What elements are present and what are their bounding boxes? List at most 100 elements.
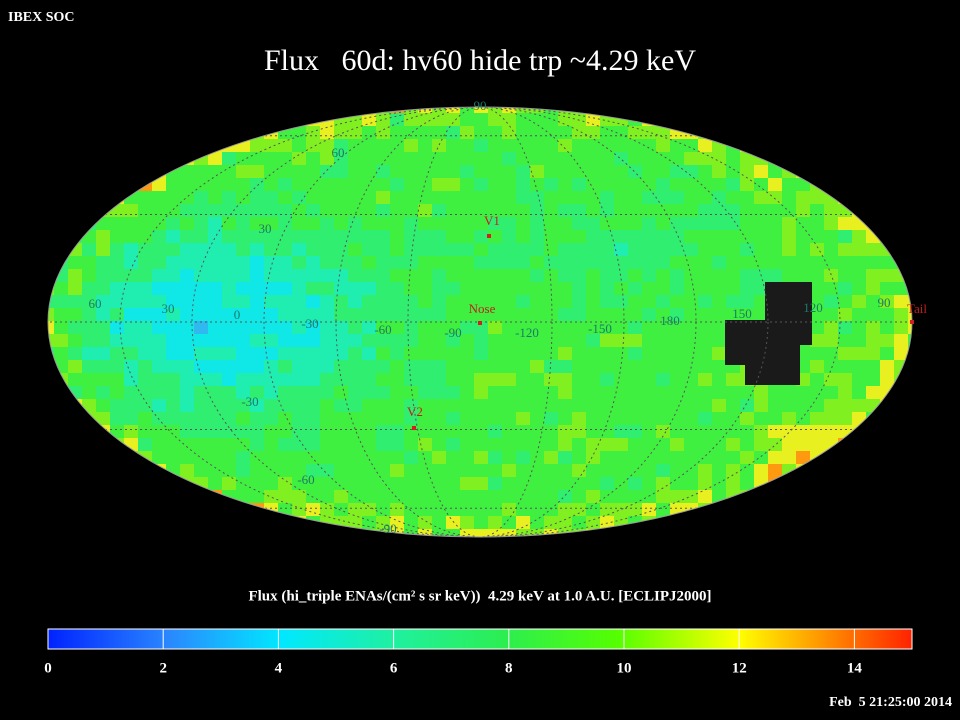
sky-pixel <box>614 152 628 165</box>
sky-pixel <box>264 113 278 126</box>
sky-pixel <box>754 542 768 555</box>
sky-pixel <box>474 425 488 438</box>
sky-pixel <box>96 360 110 373</box>
sky-pixel <box>166 191 180 204</box>
sky-pixel <box>628 126 642 139</box>
sky-pixel <box>460 386 474 399</box>
sky-pixel <box>236 152 250 165</box>
sky-pixel <box>866 516 880 529</box>
sky-pixel <box>782 529 796 537</box>
sky-pixel <box>712 107 726 113</box>
sky-pixel <box>222 107 236 113</box>
sky-pixel <box>138 230 152 243</box>
sky-pixel <box>838 152 852 165</box>
sky-pixel <box>194 516 208 529</box>
sky-pixel <box>96 204 110 217</box>
sky-pixel <box>824 490 838 503</box>
sky-pixel <box>180 230 194 243</box>
sky-pixel <box>754 490 768 503</box>
sky-pixel <box>166 490 180 503</box>
sky-pixel <box>726 399 740 412</box>
sky-pixel <box>48 477 54 490</box>
sky-pixel <box>54 529 68 537</box>
sky-pixel <box>698 321 712 334</box>
sky-pixel <box>544 295 558 308</box>
sky-pixel <box>698 243 712 256</box>
sky-pixel <box>194 399 208 412</box>
sky-pixel <box>558 165 572 178</box>
sky-pixel <box>166 529 180 537</box>
sky-pixel <box>48 308 54 321</box>
sky-pixel <box>866 113 880 126</box>
sky-pixel <box>530 243 544 256</box>
sky-pixel <box>614 139 628 152</box>
sky-pixel <box>670 412 684 425</box>
sky-pixel <box>726 204 740 217</box>
sky-pixel <box>810 217 824 230</box>
sky-pixel <box>754 139 768 152</box>
sky-pixel <box>488 542 502 555</box>
sky-pixel <box>292 152 306 165</box>
sky-pixel <box>670 165 684 178</box>
sky-pixel <box>348 152 362 165</box>
sky-pixel <box>460 464 474 477</box>
meridian <box>335 107 625 537</box>
sky-pixel <box>54 139 68 152</box>
sky-pixel <box>362 107 376 113</box>
sky-pixel <box>810 477 824 490</box>
sky-pixel <box>768 438 782 451</box>
sky-pixel <box>866 373 880 386</box>
sky-pixel <box>306 490 320 503</box>
sky-pixel <box>572 451 586 464</box>
sky-pixel <box>292 503 306 516</box>
sky-pixel <box>96 412 110 425</box>
sky-pixel <box>292 412 306 425</box>
sky-pixel <box>460 178 474 191</box>
sky-pixel <box>320 126 334 139</box>
sky-pixel <box>82 113 96 126</box>
sky-pixel <box>572 139 586 152</box>
sky-pixel <box>390 399 404 412</box>
sky-pixel <box>390 386 404 399</box>
sky-pixel <box>334 529 348 537</box>
sky-pixel <box>362 243 376 256</box>
sky-pixel <box>236 282 250 295</box>
sky-pixel <box>768 529 782 537</box>
sky-pixel <box>292 230 306 243</box>
sky-pixel <box>96 178 110 191</box>
sky-pixel <box>684 295 698 308</box>
sky-pixel <box>390 269 404 282</box>
sky-pixel <box>236 399 250 412</box>
sky-pixel <box>194 321 208 334</box>
sky-pixel <box>110 113 124 126</box>
sky-pixel <box>348 269 362 282</box>
sky-pixel <box>600 386 614 399</box>
sky-pixel <box>250 321 264 334</box>
sky-pixel <box>530 334 544 347</box>
sky-pixel <box>208 204 222 217</box>
sky-pixel <box>544 178 558 191</box>
sky-pixel <box>614 386 628 399</box>
sky-pixel <box>48 464 54 477</box>
sky-pixel <box>334 477 348 490</box>
sky-pixel <box>362 126 376 139</box>
sky-pixel <box>48 360 54 373</box>
sky-pixel <box>768 412 782 425</box>
sky-pixel <box>236 386 250 399</box>
sky-pixel <box>236 243 250 256</box>
sky-pixel <box>894 529 908 537</box>
sky-pixel <box>656 529 670 537</box>
sky-pixel <box>656 373 670 386</box>
sky-pixel <box>320 256 334 269</box>
sky-pixel <box>474 360 488 373</box>
sky-pixel <box>446 256 460 269</box>
sky-pixel <box>68 139 82 152</box>
sky-pixel <box>572 503 586 516</box>
sky-pixel <box>376 464 390 477</box>
sky-pixel <box>530 542 544 555</box>
sky-pixel <box>194 243 208 256</box>
sky-pixel <box>208 107 222 113</box>
sky-pixel <box>138 243 152 256</box>
sky-pixel <box>600 256 614 269</box>
sky-pixel <box>572 152 586 165</box>
